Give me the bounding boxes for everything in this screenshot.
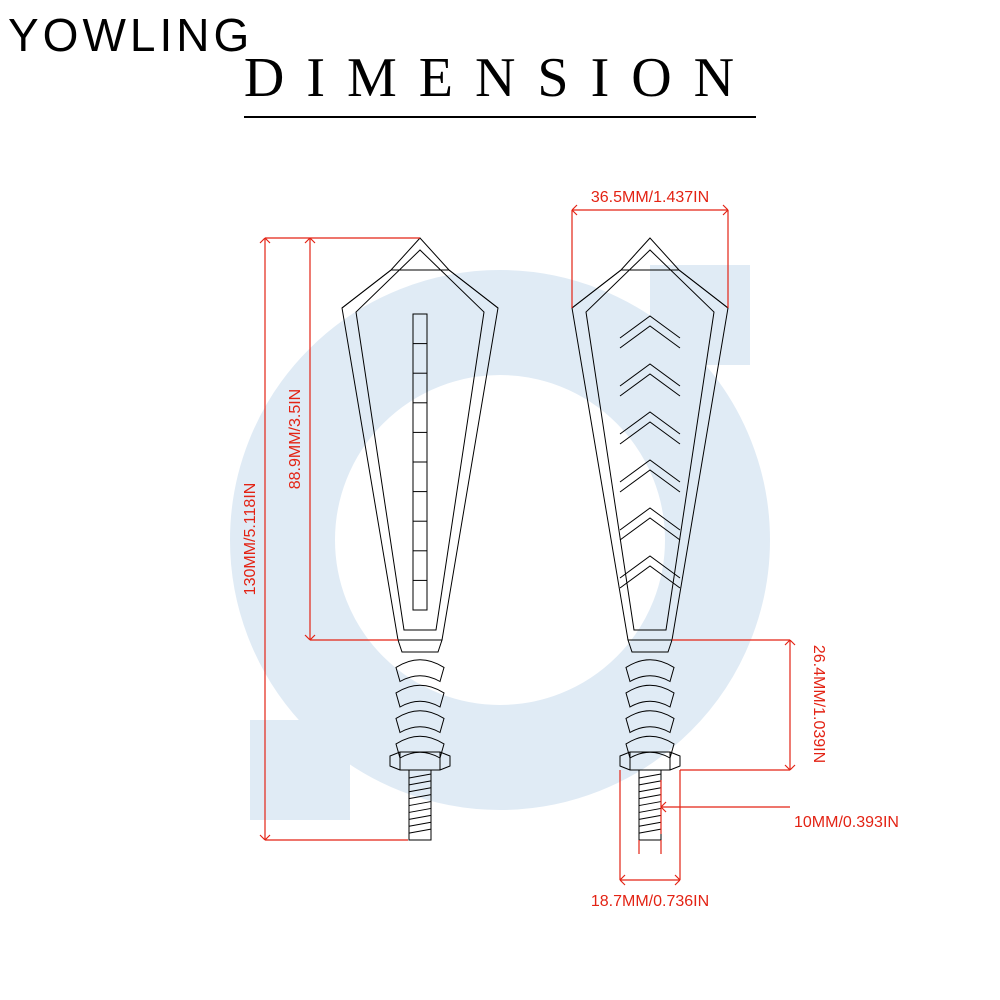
- diagram-svg: 130MM/5.118IN 88.9MM/3.5IN 36.5MM/1.437IN 2…: [0, 0, 1000, 1000]
- svg-text:36.5MM/1.437IN: 36.5MM/1.437IN: [591, 189, 709, 206]
- diagram-stage: 130MM/5.118IN 88.9MM/3.5IN 36.5MM/1.437IN 2…: [0, 0, 1000, 1000]
- svg-text:26.4MM/1.039IN: 26.4MM/1.039IN: [810, 645, 827, 763]
- svg-text:130MM/5.118IN: 130MM/5.118IN: [242, 483, 259, 596]
- svg-text:88.9MM/3.5IN: 88.9MM/3.5IN: [287, 389, 304, 489]
- brand-watermark: YOWLING: [8, 8, 253, 62]
- svg-text:18.7MM/0.736IN: 18.7MM/0.736IN: [591, 893, 709, 910]
- page-title: DIMENSION: [244, 46, 756, 118]
- svg-text:10MM/0.393IN: 10MM/0.393IN: [794, 814, 899, 831]
